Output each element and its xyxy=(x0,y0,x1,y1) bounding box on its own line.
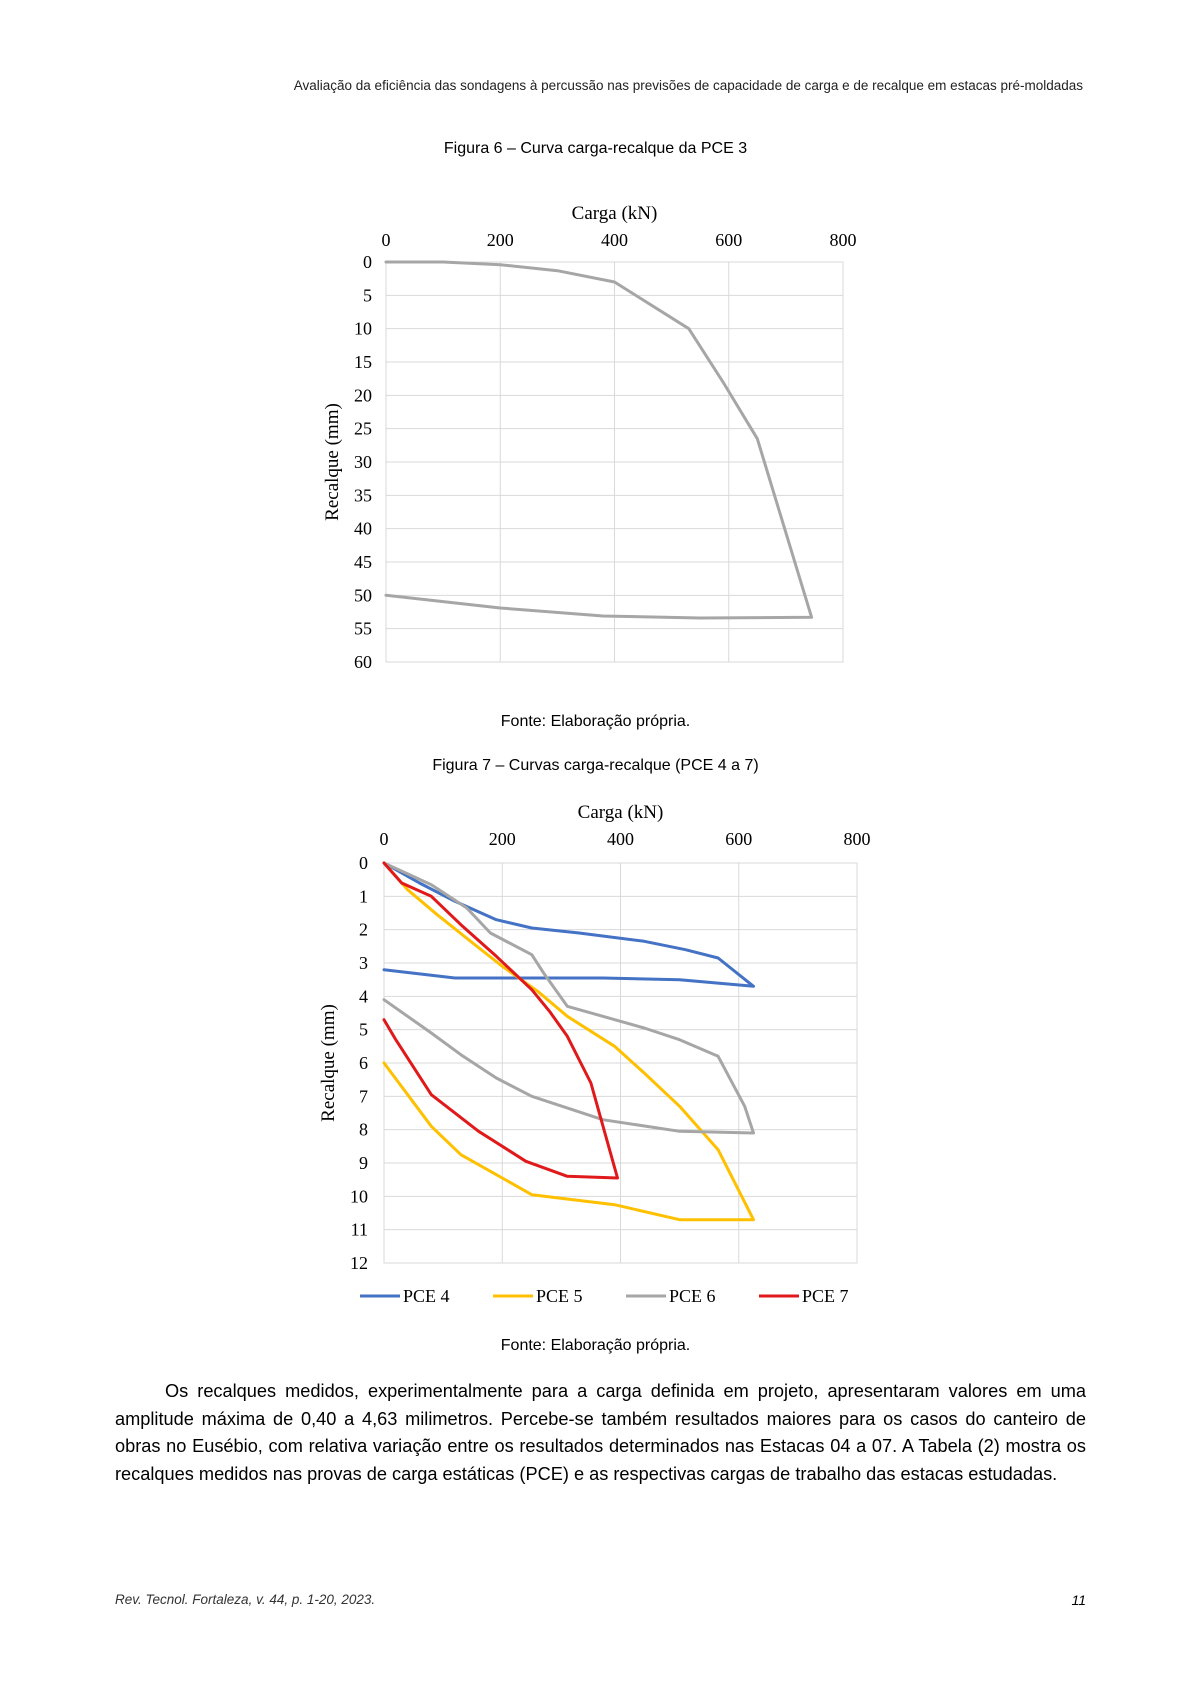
y-tick-label: 11 xyxy=(351,1220,368,1240)
legend-label: PCE 7 xyxy=(802,1286,849,1306)
series-pce-6 xyxy=(382,861,755,1135)
y-tick-label: 20 xyxy=(354,385,372,405)
y-tick-label: 2 xyxy=(359,920,368,940)
y-tick-label: 0 xyxy=(359,853,368,873)
x-axis-title: Carga (kN) xyxy=(578,802,664,823)
series-pce-4 xyxy=(382,861,755,988)
figure-6-caption: Figura 6 – Curva carga-recalque da PCE 3 xyxy=(443,140,748,157)
x-axis-title: Carga (kN) xyxy=(572,203,658,224)
x-tick-label: 0 xyxy=(382,230,391,250)
x-tick-label: 800 xyxy=(844,829,871,849)
legend-label: PCE 4 xyxy=(403,1286,450,1306)
figure-6-chart: 0 200 400 600 800 0 5 10 15 20 25 30 35 40 45 50 55 60 Car… xyxy=(322,203,857,672)
y-tick-label: 5 xyxy=(359,1020,368,1040)
x-tick-label: 0 xyxy=(380,829,389,849)
y-tick-label: 10 xyxy=(350,1186,368,1206)
y-tick-label: 0 xyxy=(363,252,372,272)
y-tick-label: 4 xyxy=(359,986,368,1006)
y-tick-label: 50 xyxy=(354,585,372,605)
page-number: 11 xyxy=(1071,1592,1086,1608)
y-tick-label: 45 xyxy=(354,552,372,572)
y-axis-title: Recalque (mm) xyxy=(322,403,343,521)
x-tick-label: 200 xyxy=(487,230,514,250)
series-pce-7 xyxy=(382,861,619,1180)
footer-journal: Rev. Tecnol. Fortaleza, v. 44, p. 1-20, … xyxy=(115,1592,376,1607)
legend-label: PCE 5 xyxy=(536,1286,583,1306)
y-tick-label: 15 xyxy=(354,352,372,372)
x-tick-label: 200 xyxy=(489,829,516,849)
body-text: Os recalques medidos, experimentalmente … xyxy=(115,1378,1086,1488)
figure-7-caption: Figura 7 – Curvas carga-recalque (PCE 4 … xyxy=(432,757,759,774)
y-tick-label: 30 xyxy=(354,452,372,472)
x-tick-label: 400 xyxy=(607,829,634,849)
y-tick-label: 3 xyxy=(359,953,368,973)
x-tick-label: 600 xyxy=(715,230,742,250)
y-tick-label: 55 xyxy=(354,619,372,639)
y-tick-label: 60 xyxy=(354,652,372,672)
running-header: Avaliação da eficiência das sondagens à … xyxy=(293,78,1083,93)
x-tick-label: 800 xyxy=(830,230,857,250)
legend-label: PCE 6 xyxy=(669,1286,716,1306)
y-tick-label: 12 xyxy=(350,1253,368,1273)
y-tick-label: 5 xyxy=(363,285,372,305)
y-tick-label: 9 xyxy=(359,1153,368,1173)
y-tick-label: 40 xyxy=(354,519,372,539)
x-tick-label: 400 xyxy=(601,230,628,250)
figure-6-source: Fonte: Elaboração própria. xyxy=(500,713,691,730)
x-tick-label: 600 xyxy=(725,829,752,849)
series-line xyxy=(384,260,814,620)
y-axis-title: Recalque (mm) xyxy=(318,1004,339,1122)
series-pce-5 xyxy=(382,861,755,1222)
y-tick-label: 8 xyxy=(359,1120,368,1140)
figure-7-source: Fonte: Elaboração própria. xyxy=(500,1337,691,1354)
y-tick-label: 35 xyxy=(354,485,372,505)
y-tick-label: 7 xyxy=(359,1086,368,1106)
y-tick-label: 10 xyxy=(354,319,372,339)
y-tick-label: 1 xyxy=(359,886,368,906)
body-paragraph: Os recalques medidos, experimentalmente … xyxy=(115,1381,1086,1484)
y-tick-label: 25 xyxy=(354,419,372,439)
y-tick-label: 6 xyxy=(359,1053,368,1073)
